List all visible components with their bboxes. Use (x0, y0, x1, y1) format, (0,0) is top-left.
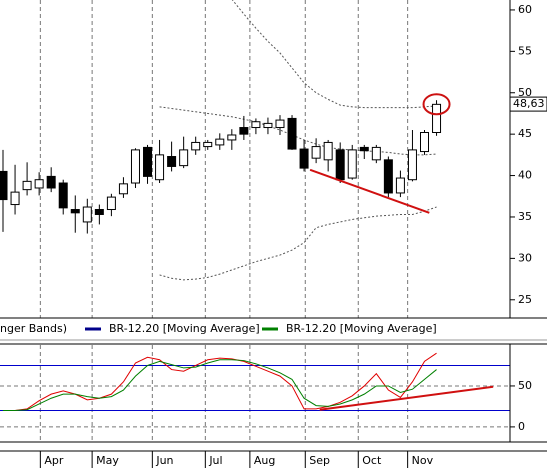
candle-body (82, 206, 92, 223)
band-line (159, 106, 437, 156)
y-tick-label: 40 (518, 169, 532, 182)
highlight-circle (422, 93, 451, 116)
y-tick-label: 0 (518, 420, 525, 433)
x-tick-label: Jul (208, 454, 222, 467)
candle-body (58, 182, 68, 209)
x-tick-label: Nov (412, 454, 434, 467)
candle-body (371, 146, 381, 161)
legend-label: BR-12.20 [Moving Average] (286, 322, 437, 335)
last-price-box (509, 96, 547, 112)
candle-body (395, 177, 405, 194)
candle-body (311, 146, 321, 159)
y-tick-label: 45 (518, 127, 532, 140)
candle-body (106, 196, 116, 211)
band-line (231, 0, 437, 109)
candle-body (0, 170, 8, 201)
candle-body (22, 180, 32, 191)
x-tick-label: Oct (362, 454, 382, 467)
y-tick-label: 30 (518, 251, 532, 264)
candle-body (299, 148, 309, 169)
y-tick-label: 25 (518, 293, 532, 306)
candle-body (94, 209, 104, 215)
candle-body (239, 127, 249, 135)
candle-body (432, 103, 442, 133)
y-tick-label: 60 (518, 3, 532, 16)
candle-body (179, 149, 189, 167)
candle-body (227, 134, 237, 141)
candle-body (407, 149, 417, 181)
candle-body (46, 175, 56, 189)
y-tick-label: 50 (518, 379, 532, 392)
candle-body (203, 141, 213, 148)
candle-body (419, 132, 429, 153)
trend-line (309, 168, 430, 214)
legend-label: BR-12.20 [Moving Average] (109, 322, 260, 335)
oscillator-line (3, 359, 437, 412)
candle-body (215, 138, 225, 146)
candle-body (275, 119, 285, 129)
candle-body (70, 209, 80, 214)
y-tick-label: 50 (518, 86, 532, 99)
x-tick-label: Sep (309, 454, 330, 467)
candle-body (34, 179, 44, 189)
candle-body (323, 141, 333, 161)
y-tick-label: 35 (518, 210, 532, 223)
candle-body (263, 122, 273, 129)
legend-label: nger Bands) (0, 322, 67, 335)
candle-body (191, 141, 201, 151)
candle-body (335, 149, 345, 181)
candle-body (347, 149, 357, 179)
last-price-label: 48,63 (513, 97, 545, 110)
price-panel (0, 0, 451, 318)
y-tick-label: 55 (518, 44, 532, 57)
x-tick-label: May (96, 454, 119, 467)
oscillator-panel (0, 345, 510, 440)
candle-body (130, 149, 140, 184)
x-tick-label: Jun (155, 454, 173, 467)
trend-line (319, 385, 494, 411)
candle-body (359, 146, 369, 152)
candle-body (251, 121, 261, 129)
candle-body (287, 117, 297, 150)
candle-body (143, 146, 153, 177)
candle-body (383, 159, 393, 194)
band-line (159, 206, 437, 281)
x-tick-label: Apr (44, 454, 64, 467)
candle-body (167, 156, 177, 167)
candle-body (10, 191, 20, 206)
candle-body (118, 183, 128, 195)
candle-body (155, 154, 165, 181)
x-tick-label: Aug (254, 454, 275, 467)
